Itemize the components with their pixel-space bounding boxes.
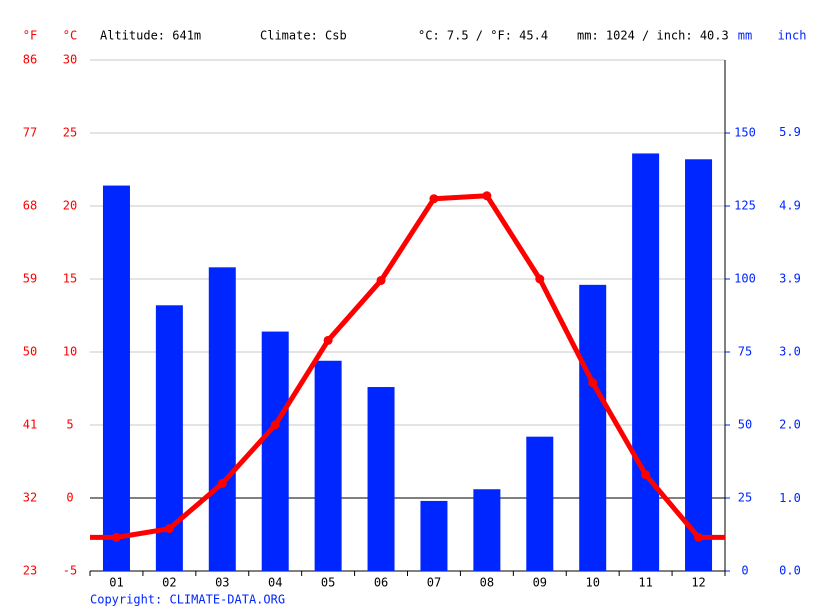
header-precipitation: mm: 1024 / inch: 40.3 <box>577 29 729 43</box>
temperature-point <box>482 191 492 201</box>
y2-tick-label: 75 <box>738 345 752 359</box>
y2-tick-label: 25 <box>738 491 752 505</box>
temperature-point <box>694 532 704 542</box>
x-tick-label: 06 <box>374 576 388 590</box>
unit-inch: inch <box>778 29 807 43</box>
temperature-point <box>270 420 280 430</box>
header-temperature: °C: 7.5 / °F: 45.4 <box>418 29 548 43</box>
yf-tick-label: 86 <box>23 53 37 67</box>
precip-bar <box>367 387 395 571</box>
x-tick-label: 02 <box>162 576 176 590</box>
y-tick-label: 0 <box>66 491 73 505</box>
y2-tick-label: 125 <box>734 199 756 213</box>
temperature-point <box>111 532 121 542</box>
precip-bar <box>473 489 501 571</box>
x-tick-label: 01 <box>109 576 123 590</box>
precip-bar <box>314 360 342 571</box>
temperature-point <box>376 275 386 285</box>
unit-f: °F <box>23 29 37 43</box>
yf-tick-label: 23 <box>23 564 37 578</box>
temperature-point <box>164 524 174 534</box>
temperature-point <box>588 378 598 388</box>
precip-bar <box>261 331 289 571</box>
precip-bar <box>526 436 554 571</box>
yf-tick-label: 41 <box>23 418 37 432</box>
y3-tick-label: 3.9 <box>779 271 801 285</box>
temperature-point <box>535 274 545 284</box>
y-tick-label: -5 <box>63 564 77 578</box>
y2-tick-label: 50 <box>738 418 752 432</box>
header-altitude: Altitude: 641m <box>100 29 201 43</box>
precip-bar <box>208 267 236 571</box>
x-tick-label: 08 <box>480 576 494 590</box>
x-tick-label: 10 <box>585 576 599 590</box>
precip-bar <box>632 153 660 571</box>
precip-bar <box>579 284 607 571</box>
yf-tick-label: 32 <box>23 491 37 505</box>
y-tick-label: 30 <box>63 53 77 67</box>
yf-tick-label: 77 <box>23 126 37 140</box>
x-tick-label: 07 <box>427 576 441 590</box>
x-tick-label: 04 <box>268 576 282 590</box>
y3-tick-label: 5.9 <box>779 125 801 139</box>
y-tick-label: 15 <box>63 272 77 286</box>
copyright: Copyright: CLIMATE-DATA.ORG <box>90 593 285 607</box>
y2-tick-label: 100 <box>734 272 756 286</box>
precip-bar <box>102 185 130 571</box>
y-tick-label: 5 <box>66 418 73 432</box>
y-tick-label: 20 <box>63 199 77 213</box>
unit-c: °C <box>63 29 77 43</box>
header-climate: Climate: Csb <box>260 29 347 43</box>
temperature-point <box>323 335 333 345</box>
x-tick-label: 11 <box>638 576 652 590</box>
x-tick-label: 12 <box>691 576 705 590</box>
x-tick-label: 09 <box>533 576 547 590</box>
y-tick-label: 25 <box>63 126 77 140</box>
y2-tick-label: 0 <box>741 564 748 578</box>
unit-mm: mm <box>738 29 752 43</box>
y-tick-label: 10 <box>63 345 77 359</box>
yf-tick-label: 50 <box>23 345 37 359</box>
temperature-point <box>641 470 651 480</box>
yf-tick-label: 59 <box>23 272 37 286</box>
y3-tick-label: 2.0 <box>779 417 801 431</box>
x-tick-label: 03 <box>215 576 229 590</box>
temperature-line <box>116 193 701 540</box>
y2-tick-label: 150 <box>734 126 756 140</box>
y3-tick-label: 4.9 <box>779 199 801 213</box>
x-tick-label: 05 <box>321 576 335 590</box>
temperature-point <box>429 194 439 204</box>
temperature-point <box>217 478 227 488</box>
y3-tick-label: 1.0 <box>779 491 801 505</box>
precip-bar <box>420 500 448 571</box>
y3-tick-label: 3.0 <box>779 345 801 359</box>
y3-tick-label: 0.0 <box>779 564 801 578</box>
yf-tick-label: 68 <box>23 199 37 213</box>
precip-bar <box>685 159 713 571</box>
